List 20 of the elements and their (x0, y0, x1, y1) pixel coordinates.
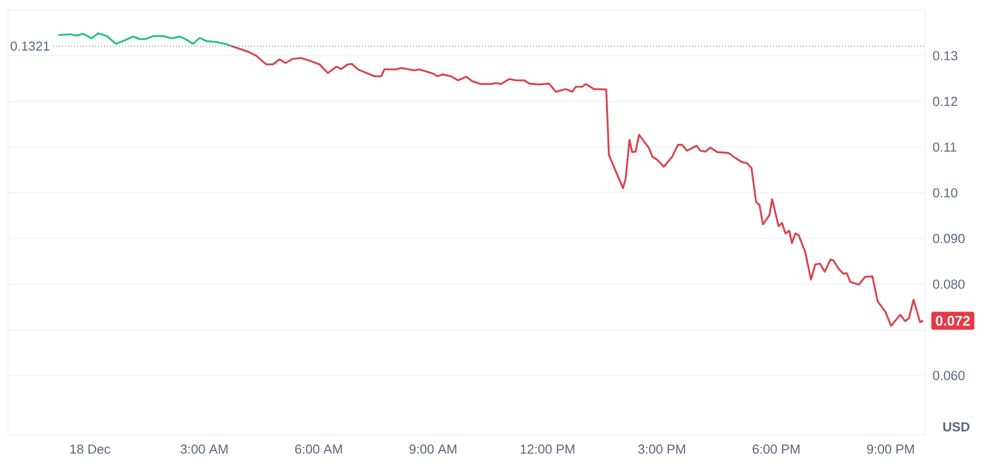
x-tick-label: 9:00 PM (867, 444, 914, 454)
y-tick-label: 0.10 (933, 188, 958, 198)
x-tick-label: 12:00 PM (520, 444, 574, 454)
annotation: 0.072 (936, 316, 970, 326)
x-tick-label: 3:00 AM (180, 444, 228, 454)
x-tick-label: 3:00 PM (638, 444, 686, 454)
x-tick-label: 6:00 PM (752, 444, 800, 454)
y-tick-label: 0.13 (933, 51, 958, 60)
x-tick-label: 6:00 AM (295, 444, 342, 454)
y-tick-label: 0.080 (933, 280, 965, 289)
y-tick-label: 0.090 (933, 234, 965, 244)
y-tick-label: 0.11 (933, 142, 956, 152)
x-tick-label: 9:00 AM (410, 444, 456, 454)
ref-line-label: 0.1321 (10, 42, 50, 51)
y-tick-label: 0.060 (933, 370, 965, 380)
line-series (230, 45, 924, 327)
x-tick-label: 18 Dec (70, 444, 110, 454)
line-series (57, 32, 232, 47)
text: USD (943, 422, 970, 432)
y-tick-label: 0.12 (933, 96, 958, 106)
